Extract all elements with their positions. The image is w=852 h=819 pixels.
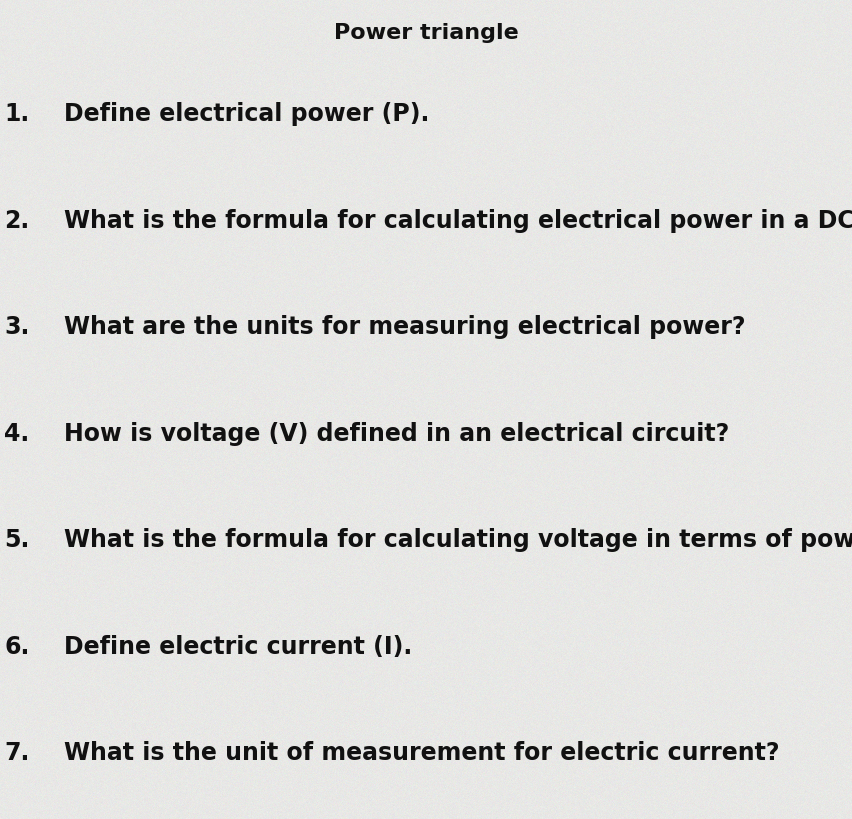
Text: 2.: 2. [4, 209, 30, 233]
Text: Define electric current (I).: Define electric current (I). [64, 635, 412, 658]
Text: 1.: 1. [4, 102, 30, 126]
Text: What are the units for measuring electrical power?: What are the units for measuring electri… [64, 315, 745, 339]
Text: What is the formula for calculating electrical power in a DC circuit?: What is the formula for calculating elec… [64, 209, 852, 233]
Text: 4.: 4. [4, 422, 30, 446]
Text: What is the unit of measurement for electric current?: What is the unit of measurement for elec… [64, 741, 779, 765]
Text: How is voltage (V) defined in an electrical circuit?: How is voltage (V) defined in an electri… [64, 422, 728, 446]
Text: Define electrical power (P).: Define electrical power (P). [64, 102, 429, 126]
Text: Power triangle: Power triangle [334, 23, 518, 43]
Text: 7.: 7. [4, 741, 30, 765]
Text: 6.: 6. [4, 635, 30, 658]
Text: 3.: 3. [4, 315, 30, 339]
Text: 5.: 5. [4, 528, 30, 552]
Text: What is the formula for calculating voltage in terms of power and current?: What is the formula for calculating volt… [64, 528, 852, 552]
